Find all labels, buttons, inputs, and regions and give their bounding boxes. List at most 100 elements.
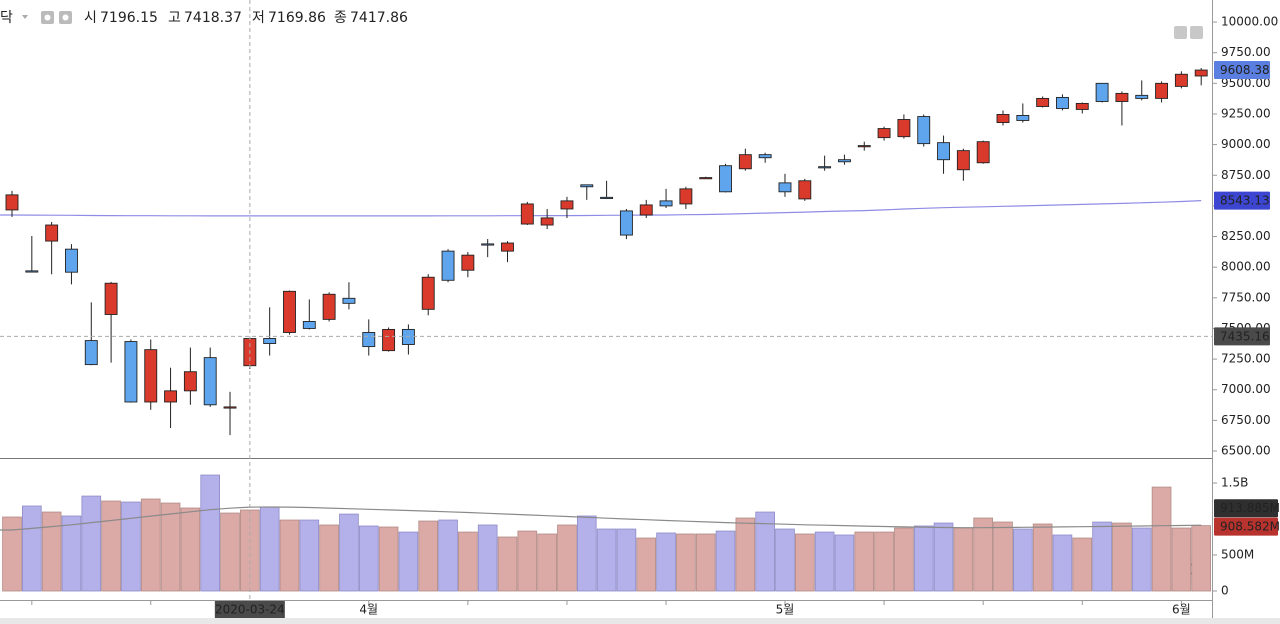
crosshair-date-label: 2020-03-24 [215, 603, 285, 617]
volume-bar [121, 501, 141, 592]
candle-body [104, 282, 118, 315]
low-label: 저 [252, 10, 265, 26]
candle-body [956, 150, 970, 171]
settings-icon-dot [44, 14, 51, 21]
y-tick-label: 500M [1221, 548, 1254, 562]
candle-body [897, 119, 911, 138]
volume-bar [61, 515, 82, 592]
volume-bar [1052, 534, 1073, 592]
candle-body [600, 196, 614, 199]
volume-bar [933, 522, 954, 592]
volume-bar [557, 524, 577, 592]
volume-bar [517, 530, 538, 592]
volume-bar [834, 534, 855, 592]
y-tick-label: 0 [1221, 584, 1229, 598]
candle-body [203, 357, 217, 406]
x-tick-label: 4월 [359, 603, 378, 617]
volume-bar [1072, 537, 1093, 592]
candle-body [144, 349, 158, 403]
volume-bar [1112, 522, 1132, 592]
volume-bar [973, 517, 993, 592]
x-tick-label: 6월 [1172, 603, 1191, 617]
candle-body [1174, 73, 1188, 87]
volume-bar [894, 527, 914, 592]
volume-bar [180, 507, 201, 592]
volume-bar [656, 532, 676, 592]
candle-body [1135, 94, 1149, 99]
candle-body [917, 116, 931, 145]
scale-icon[interactable] [1190, 26, 1203, 39]
volume-bar [240, 509, 260, 592]
volume-bar [497, 536, 518, 592]
ma-line [0, 200, 1202, 217]
y-tick-label: 10000.00 [1221, 15, 1278, 29]
volume-bar [22, 505, 42, 592]
candle-body [84, 340, 98, 366]
y-tick-label: 8750.00 [1221, 168, 1271, 182]
candle-body [996, 114, 1010, 124]
volume-bar [715, 530, 736, 592]
candle-body [837, 159, 851, 163]
volume-bar [299, 519, 320, 592]
candle-body [401, 328, 415, 345]
candle-body [461, 254, 475, 271]
volume-bar [418, 520, 439, 592]
y-tick-label: 6750.00 [1221, 413, 1271, 427]
y-tick-label: 7250.00 [1221, 352, 1271, 366]
volume-bar [1032, 523, 1053, 592]
candle-body [183, 371, 197, 392]
candle-body [738, 154, 752, 170]
candle-body [481, 243, 495, 246]
volume-bar [913, 525, 934, 592]
volume-bar [140, 498, 161, 592]
open-value: 7196.15 [100, 10, 158, 26]
volume-bar [735, 517, 756, 592]
candle-body [263, 338, 277, 344]
candle-body [1115, 92, 1129, 102]
volume-bar [358, 525, 379, 592]
volume-bar [41, 511, 62, 592]
candle-body [679, 188, 693, 205]
volume-bar [1013, 528, 1033, 592]
candle-body [520, 203, 534, 225]
high-label: 고 [168, 10, 181, 26]
candle-body [441, 250, 455, 281]
candle-body [322, 293, 336, 320]
candle-body [382, 328, 396, 352]
candle-body [1056, 96, 1069, 109]
volume-bar [695, 533, 716, 592]
last-price-label-box [1214, 61, 1270, 80]
volume-bar [874, 531, 894, 592]
scroll-icon[interactable] [1174, 26, 1187, 39]
candle-body [1036, 97, 1050, 107]
volume-bar [438, 519, 458, 592]
volume-bar [200, 474, 221, 592]
volume-bar [81, 495, 102, 592]
volume-bar [319, 524, 339, 592]
volume-bar [775, 528, 795, 592]
volume-ma-label: 913.885M [1220, 501, 1280, 515]
candle-body [719, 165, 732, 193]
volume-bar [636, 537, 657, 592]
candle-body [659, 200, 673, 207]
y-tick-label: 9750.00 [1221, 45, 1271, 59]
y-tick-label: 9250.00 [1221, 106, 1271, 120]
volume-bar [814, 531, 835, 592]
candle-body [501, 242, 514, 252]
candle-body [45, 224, 59, 242]
volume-bar [1171, 527, 1192, 592]
crosshair-price-label: 7435.16 [1220, 329, 1270, 343]
candle-body [976, 141, 990, 164]
y-tick-label: 7000.00 [1221, 382, 1271, 396]
candle-body [857, 145, 871, 148]
candle-body [1075, 102, 1089, 110]
x-tick-label: 5월 [776, 603, 795, 617]
volume-bar [854, 531, 875, 592]
candle-body [540, 217, 554, 226]
volume-ma-line [0, 506, 1202, 531]
dropdown-icon[interactable] [22, 15, 28, 19]
volume-bar [794, 533, 815, 592]
candle-body [283, 290, 296, 333]
volume-ma-label-box [1214, 499, 1278, 518]
